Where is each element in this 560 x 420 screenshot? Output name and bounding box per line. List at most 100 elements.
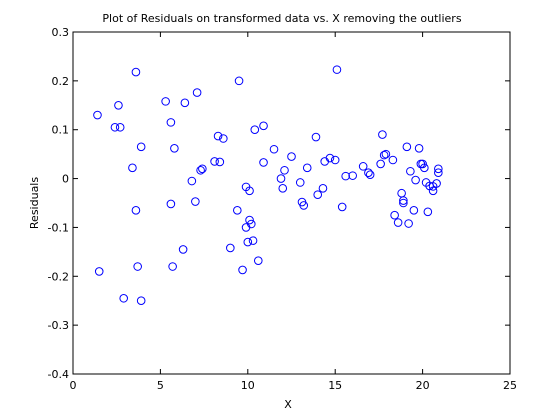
data-point xyxy=(418,159,427,169)
x-tick-label: 0 xyxy=(70,379,77,392)
data-point xyxy=(250,125,260,135)
data-point xyxy=(399,198,408,208)
y-axis-label: Residuals xyxy=(28,177,41,229)
y-tick-label: 0.3 xyxy=(52,26,70,39)
data-point xyxy=(133,262,142,271)
data-point xyxy=(406,166,415,176)
data-point xyxy=(259,158,268,167)
y-tick-label: 0.2 xyxy=(52,75,70,88)
data-point xyxy=(219,134,228,143)
data-point xyxy=(332,65,342,74)
data-point xyxy=(168,262,177,271)
data-point xyxy=(192,88,202,97)
data-point xyxy=(318,184,328,193)
data-point xyxy=(313,190,323,199)
data-point xyxy=(409,206,419,215)
data-point xyxy=(420,163,429,173)
data-point xyxy=(215,157,225,167)
data-point xyxy=(358,162,368,171)
data-point xyxy=(243,237,253,247)
data-point xyxy=(365,170,375,179)
data-point xyxy=(178,245,188,254)
data-point xyxy=(187,176,197,186)
data-point xyxy=(379,150,389,160)
data-point xyxy=(245,186,254,196)
data-point xyxy=(330,155,340,165)
data-point xyxy=(428,186,438,196)
data-point xyxy=(399,196,408,205)
y-tick-label: -0.2 xyxy=(48,270,69,283)
x-tick-label: 15 xyxy=(328,379,342,392)
data-point xyxy=(170,143,179,153)
data-point xyxy=(434,168,443,178)
x-tick-label: 10 xyxy=(241,379,255,392)
data-point xyxy=(246,219,256,229)
x-tick-label: 20 xyxy=(416,379,430,392)
data-point xyxy=(388,155,398,165)
data-point xyxy=(404,219,413,228)
data-point xyxy=(432,179,441,188)
data-point xyxy=(114,100,123,110)
data-point xyxy=(234,76,244,86)
y-tick-label: -0.4 xyxy=(48,368,69,381)
data-point xyxy=(136,296,146,306)
data-point xyxy=(110,122,120,132)
data-point xyxy=(299,201,309,210)
data-point xyxy=(364,168,373,178)
data-point xyxy=(166,199,176,209)
data-point xyxy=(119,293,128,303)
data-point xyxy=(276,174,286,183)
data-point xyxy=(180,98,190,108)
data-point xyxy=(411,175,420,185)
data-point xyxy=(136,142,146,152)
data-point xyxy=(259,121,268,131)
data-point xyxy=(414,143,424,153)
data-point xyxy=(253,256,263,265)
data-point xyxy=(376,159,385,169)
data-point xyxy=(166,118,176,127)
plot-area xyxy=(72,31,511,375)
data-points xyxy=(93,65,443,306)
data-point xyxy=(378,130,387,139)
data-point xyxy=(423,207,433,217)
data-point xyxy=(280,165,289,175)
data-point xyxy=(131,67,141,77)
x-tick-label: 5 xyxy=(157,379,164,392)
data-point xyxy=(131,206,141,215)
data-point xyxy=(402,142,412,152)
data-point xyxy=(348,171,357,180)
x-axis-label: X xyxy=(284,398,292,411)
data-point xyxy=(198,164,207,174)
data-point xyxy=(161,97,170,106)
x-axis: 0 5 10 15 20 25 xyxy=(70,32,517,392)
data-point xyxy=(115,122,125,132)
data-point xyxy=(341,171,350,181)
data-point xyxy=(393,218,403,227)
data-point xyxy=(248,236,258,245)
data-point xyxy=(191,197,200,206)
y-tick-label: -0.1 xyxy=(48,221,69,234)
data-point xyxy=(210,157,219,166)
data-point xyxy=(94,267,104,276)
data-point xyxy=(245,215,254,225)
y-axis: -0.4 -0.3 -0.2 -0.1 0 0.1 0.2 0.3 xyxy=(48,26,510,381)
x-tick-label: 25 xyxy=(503,379,517,392)
y-tick-label: 0.1 xyxy=(52,124,70,137)
data-point xyxy=(325,153,335,163)
data-point xyxy=(311,132,321,142)
chart-title: Plot of Residuals on transformed data vs… xyxy=(102,12,461,25)
data-point xyxy=(238,265,247,275)
data-point xyxy=(381,149,391,159)
data-point xyxy=(390,210,399,220)
data-point xyxy=(196,165,205,175)
data-point xyxy=(295,178,305,187)
y-tick-label: 0 xyxy=(62,173,69,186)
y-tick-label: -0.3 xyxy=(48,319,69,332)
data-point xyxy=(128,163,137,173)
data-point xyxy=(434,164,443,174)
data-point xyxy=(302,163,312,173)
data-point xyxy=(269,144,279,154)
data-point xyxy=(213,131,223,141)
